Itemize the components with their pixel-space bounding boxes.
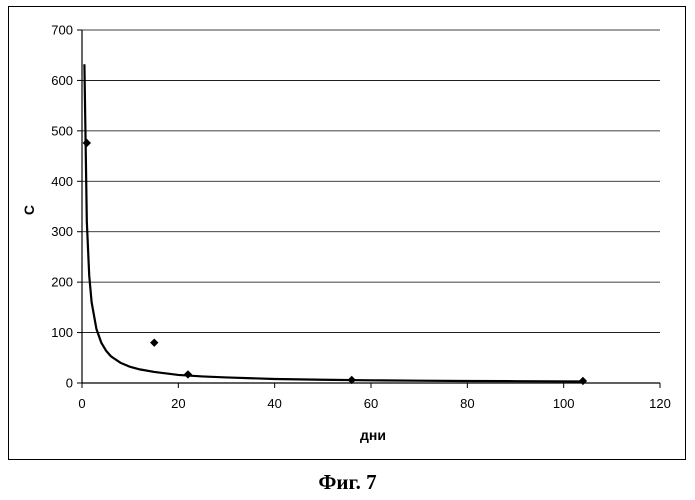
x-tick-label-3: 60 [364,396,378,411]
y-tick-label-6: 600 [51,73,73,88]
figure-caption: Фиг. 7 [0,470,695,495]
x-tick-label-2: 40 [267,396,281,411]
grid-lines [82,30,660,333]
chart: 0 100 200 300 400 500 600 700 0 20 40 60 80 100 120 C… [0,0,695,465]
axes [77,30,660,388]
y-tick-label-5: 500 [51,123,73,138]
data-point-1 [150,338,158,346]
x-tick-labels: 0 20 40 60 80 100 120 [78,396,670,411]
x-tick-label-0: 0 [78,396,85,411]
x-tick-label-4: 80 [460,396,474,411]
x-tick-label-5: 100 [553,396,575,411]
y-tick-label-7: 700 [51,23,73,38]
data-point-0 [83,139,91,147]
y-axis-label: C [21,205,37,215]
y-tick-label-4: 400 [51,174,73,189]
y-tick-labels: 0 100 200 300 400 500 600 700 [51,23,73,391]
data-point-2 [184,370,192,378]
x-tick-label-1: 20 [171,396,185,411]
data-points [83,139,588,385]
data-point-4 [579,377,587,385]
x-axis-label: дни [360,427,386,443]
x-tick-label-6: 120 [649,396,671,411]
y-tick-label-3: 300 [51,224,73,239]
y-tick-label-0: 0 [66,376,73,391]
y-tick-label-2: 200 [51,275,73,290]
trend-line [84,64,583,381]
y-tick-label-1: 100 [51,325,73,340]
